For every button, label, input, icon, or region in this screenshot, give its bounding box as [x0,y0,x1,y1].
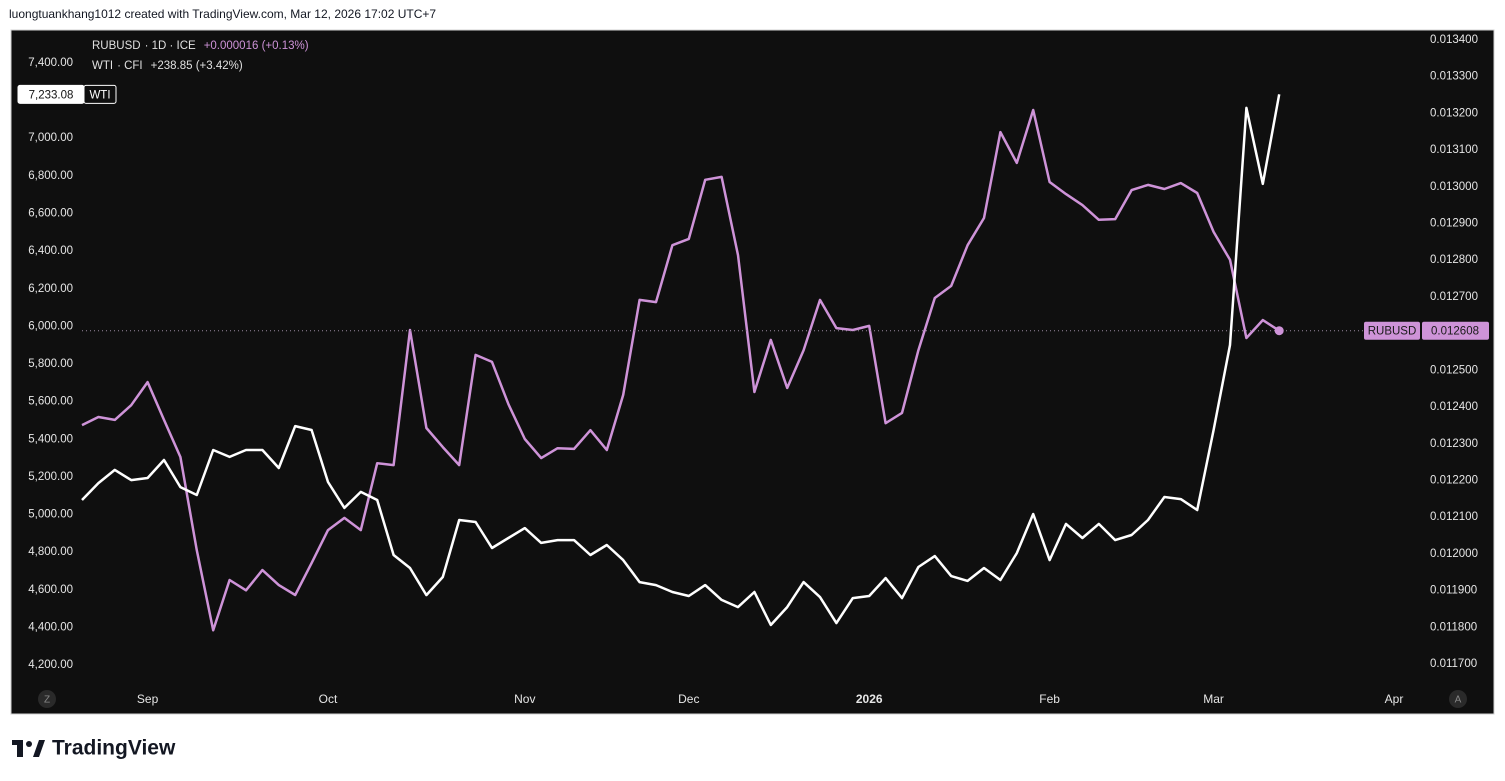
y-tick-label: 6,600.00 [28,207,73,219]
y2-tick-label: 0.011700 [1430,658,1477,670]
legend-source: · CFI [117,60,143,72]
y2-tick-label: 0.011900 [1430,585,1477,597]
logo-part [33,740,45,757]
y2-tick-label: 0.011800 [1430,621,1477,633]
logo-part [26,741,32,747]
y2-tick-label: 0.012400 [1430,401,1478,413]
legend-entry: WTI · CFI +238.85 (+3.42%) [92,60,243,72]
x-tick-label: Nov [514,692,535,706]
header-text: luongtuankhang1012 created with TradingV… [9,7,436,21]
series-tag-box [1364,321,1420,340]
y-tick-label: 5,600.00 [28,396,73,408]
auto-scale-button-label[interactable]: A [1455,695,1462,706]
legend-change: +0.000016 (+0.13%) [204,40,309,52]
y-tick-label: 4,200.00 [28,659,73,671]
y-tick-label: 5,000.00 [28,509,73,521]
series-tag-box [83,84,117,104]
legend-change: +238.85 (+3.42%) [151,60,243,72]
y-tick-label: 6,800.00 [28,170,73,182]
y2-tick-label: 0.012800 [1430,254,1478,266]
series-tag: WTI [89,89,110,101]
brand-logo [12,740,45,757]
legend-source: · 1D · ICE [145,40,196,52]
logo-part [17,740,23,757]
y-tick-label: 5,800.00 [28,358,73,370]
y-tick-label: 6,200.00 [28,283,73,295]
x-tick-label: Mar [1203,692,1224,706]
y-tick-label: 5,200.00 [28,471,73,483]
y-tick-label: 6,400.00 [28,245,73,257]
y-tick-label: 6,000.00 [28,320,73,332]
y2-tick-label: 0.013400 [1430,34,1478,46]
zoom-button-label[interactable]: Z [44,695,50,706]
legend-name: RUBUSD [92,40,141,52]
y2-tick-label: 0.012500 [1430,364,1478,376]
brand-name: TradingView [52,737,176,760]
y-tick-label: 4,800.00 [28,546,73,558]
last-value-box [1422,321,1489,340]
x-tick-label: Sep [137,692,159,706]
y2-tick-label: 0.012700 [1430,291,1478,303]
x-tick-label: Dec [678,692,699,706]
y-tick-label: 4,600.00 [28,584,73,596]
y-tick-label: 7,000.00 [28,132,73,144]
legend-entry: RUBUSD · 1D · ICE +0.000016 (+0.13%) [92,40,309,52]
plot: 4,200.00 4,400.00 4,600.00 4,800.00 5,000.00… [17,34,1489,706]
auto-scale-button[interactable] [1449,690,1467,708]
y2-tick-label: 0.012900 [1430,218,1478,230]
y-tick-label: 7,400.00 [28,57,73,69]
y2-tick-label: 0.012200 [1430,475,1478,487]
last-value-label: 0.012608 [1431,326,1479,338]
x-tick-label: Oct [319,692,338,706]
last-point [1274,326,1284,336]
last-value-label: 7,233.08 [29,89,74,101]
y2-tick-label: 0.012000 [1430,548,1478,560]
series-tag: RUBUSD [1368,326,1417,338]
y-tick-label: 5,400.00 [28,433,73,445]
legend-name: WTI [92,60,113,72]
y2-tick-label: 0.013300 [1430,71,1478,83]
y2-tick-label: 0.012300 [1430,438,1478,450]
y2-tick-label: 0.012100 [1430,511,1478,523]
x-tick-label: Apr [1385,692,1404,706]
x-tick-label: Feb [1039,692,1060,706]
series-line [81,94,1281,627]
y2-tick-label: 0.013200 [1430,107,1478,119]
y2-tick-label: 0.013000 [1430,181,1478,193]
y2-tick-label: 0.013100 [1430,144,1478,156]
series-line [81,108,1280,632]
x-tick-label: 2026 [856,692,883,706]
y-tick-label: 4,400.00 [28,621,73,633]
zoom-button[interactable] [38,690,56,708]
